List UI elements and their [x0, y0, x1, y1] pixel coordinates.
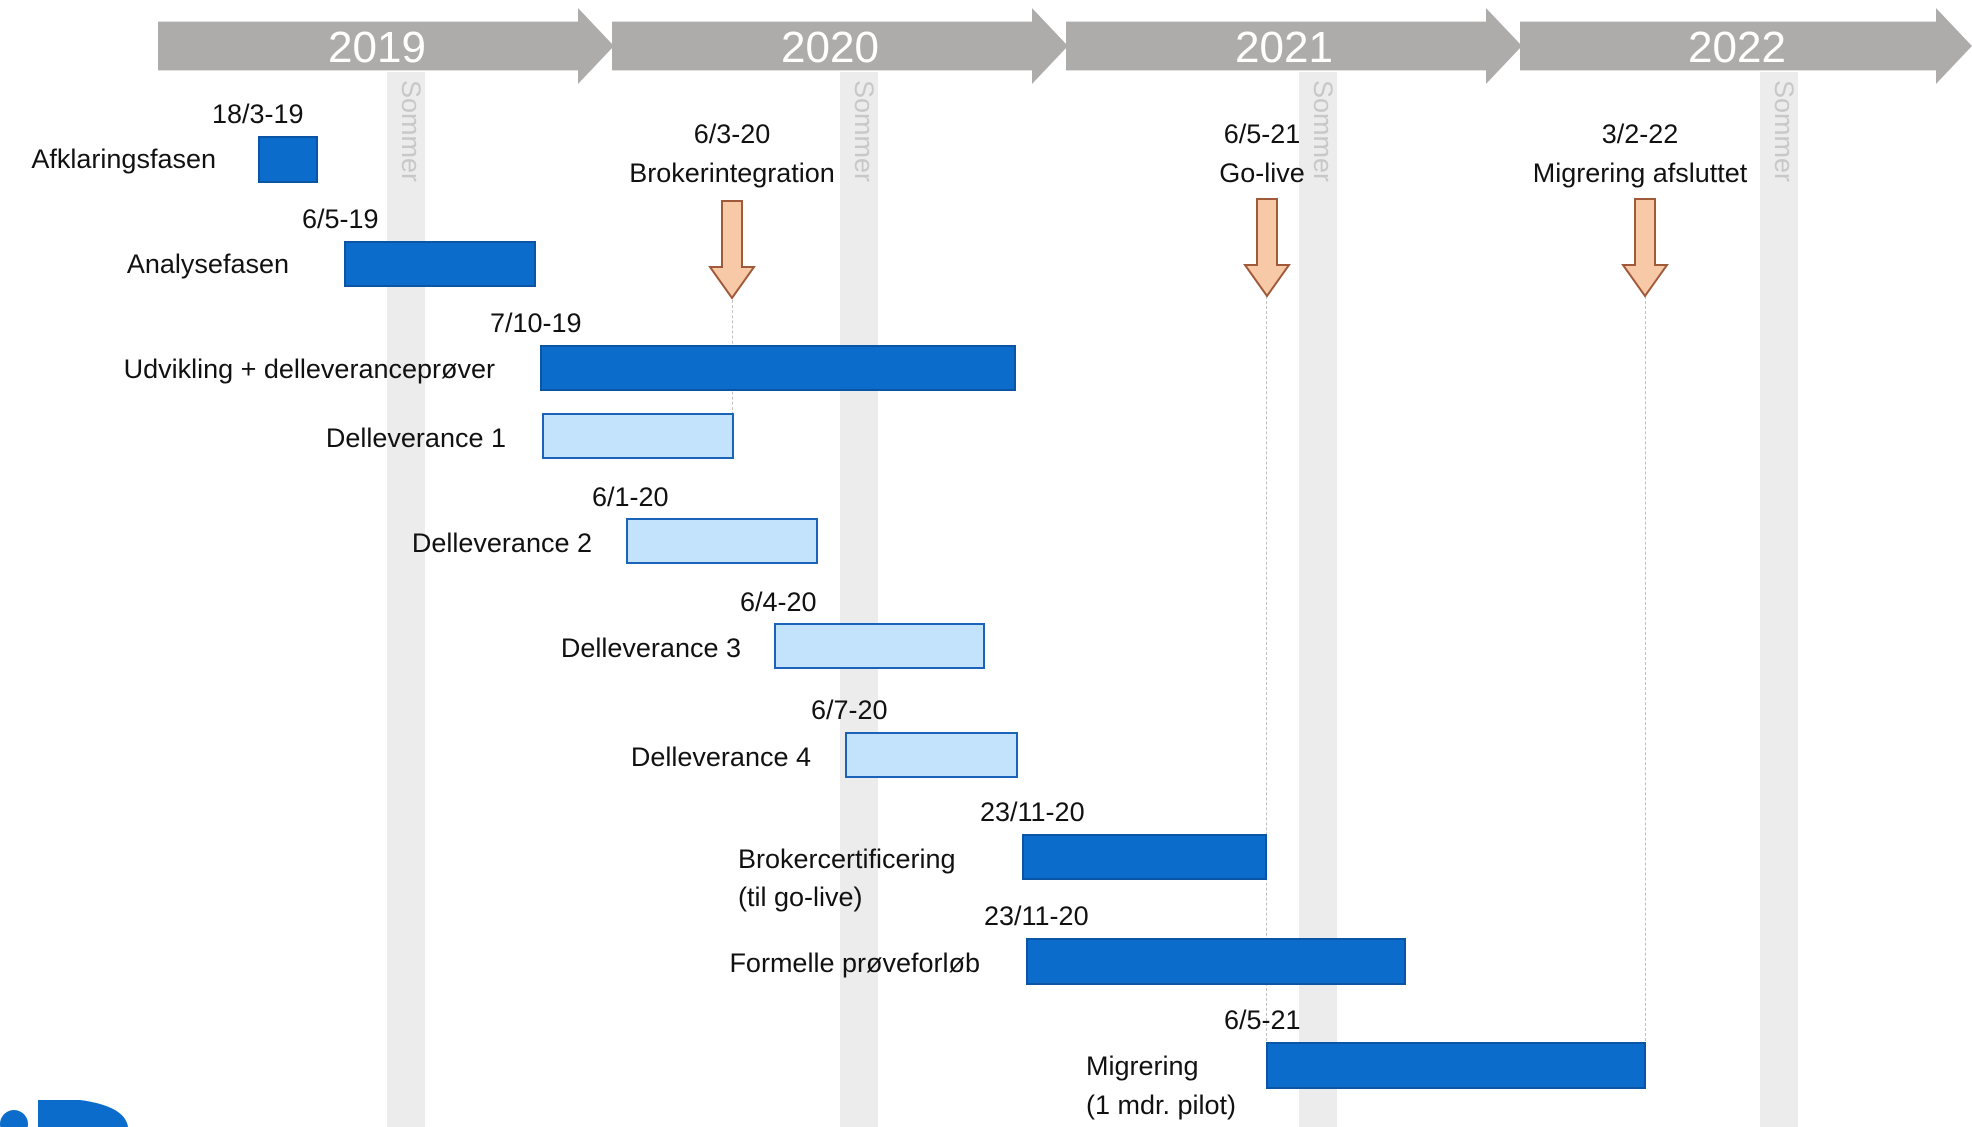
milestone-date-brokerintegration: 6/3-20	[693, 119, 771, 149]
phase-label-delleverance-3: Delleverance 3	[560, 633, 741, 663]
summer-band-2020: Sommer	[840, 72, 879, 1127]
year-label-2019: 2019	[328, 23, 426, 72]
phase-bar-analysefasen	[344, 241, 536, 287]
phase-date-udvikling: 7/10-19	[490, 308, 582, 338]
milestone-date-go-live: 6/5-21	[1223, 119, 1301, 149]
phase-bar-formelle-proeveforloeb	[1026, 938, 1406, 985]
logo	[0, 1100, 128, 1127]
phase-label-migrering: Migrering	[1086, 1051, 1199, 1081]
phase-label2-brokercertificering: (til go-live)	[738, 882, 863, 912]
phase-label-analysefasen: Analysefasen	[126, 249, 289, 279]
summer-label: Sommer	[396, 80, 426, 183]
phase-date-brokercertificering: 23/11-20	[980, 797, 1085, 827]
down-arrow-icon	[1621, 198, 1669, 298]
phase-label-delleverance-2: Delleverance 2	[411, 528, 592, 558]
phase-bar-migrering	[1266, 1042, 1646, 1089]
phase-label-udvikling: Udvikling + delleveranceprøver	[123, 354, 495, 384]
phase-bar-delleverance-1	[542, 413, 734, 459]
summer-band-2022: Sommer	[1760, 72, 1799, 1127]
year-label-2021: 2021	[1235, 23, 1333, 72]
down-arrow-icon	[1243, 198, 1291, 298]
phase-label-afklaringsfasen: Afklaringsfasen	[31, 144, 216, 174]
phase-label-delleverance-4: Delleverance 4	[630, 742, 811, 772]
phase-date-delleverance-2: 6/1-20	[592, 482, 669, 512]
phase-bar-delleverance-4	[845, 732, 1018, 778]
milestone-line-go-live	[1266, 296, 1267, 1046]
milestone-label-brokerintegration: Brokerintegration	[629, 158, 835, 188]
milestone-line-migrering-afsluttet	[1645, 296, 1646, 1046]
phase-label-delleverance-1: Delleverance 1	[325, 423, 506, 453]
phase-bar-delleverance-2	[626, 518, 818, 564]
milestone-date-migrering-afsluttet: 3/2-22	[1601, 119, 1679, 149]
phase-date-afklaringsfasen: 18/3-19	[212, 99, 304, 129]
phase-date-formelle-proeveforloeb: 23/11-20	[984, 901, 1089, 931]
phase-bar-udvikling	[540, 345, 1016, 391]
phase-label2-migrering: (1 mdr. pilot)	[1086, 1090, 1237, 1120]
summer-label: Sommer	[1308, 80, 1338, 183]
summer-label: Sommer	[1769, 80, 1799, 183]
phase-label-formelle-proeveforloeb: Formelle prøveforløb	[729, 948, 980, 978]
milestone-label-migrering-afsluttet: Migrering afsluttet	[1532, 158, 1748, 188]
phase-date-delleverance-4: 6/7-20	[811, 695, 888, 725]
phase-date-delleverance-3: 6/4-20	[740, 587, 817, 617]
summer-label: Sommer	[849, 80, 879, 183]
phase-bar-brokercertificering	[1022, 834, 1267, 880]
year-label-2022: 2022	[1688, 23, 1786, 72]
phase-bar-afklaringsfasen	[258, 136, 318, 183]
year-label-2020: 2020	[781, 23, 879, 72]
phase-bar-delleverance-3	[774, 623, 985, 669]
down-arrow-icon	[708, 200, 756, 300]
phase-label-brokercertificering: Brokercertificering	[738, 844, 956, 874]
phase-date-analysefasen: 6/5-19	[302, 204, 379, 234]
phase-date-migrering: 6/5-21	[1224, 1005, 1301, 1035]
milestone-label-go-live: Go-live	[1219, 158, 1305, 188]
